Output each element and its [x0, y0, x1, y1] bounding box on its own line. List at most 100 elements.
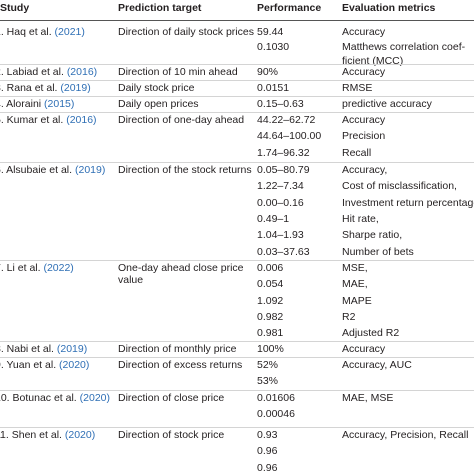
performance-value: 1.04–1.93 [257, 229, 304, 242]
performance-value: 90% [257, 66, 279, 78]
row-divider [0, 390, 474, 391]
prediction-target: Direction of close price [118, 392, 225, 404]
row-divider [0, 162, 474, 163]
row-divider [0, 96, 474, 97]
performance-value: 1.74–96.32 [257, 146, 310, 159]
performance-value: 0.01606 [257, 392, 295, 404]
evaluation-metric: Precision [342, 130, 386, 143]
column-header: Study [0, 2, 30, 14]
study-name: 7. Li et al. [0, 262, 41, 274]
citation-year[interactable]: (2019) [56, 343, 88, 355]
evaluation-metric: Accuracy, AUC [342, 359, 412, 371]
study-name: 9. Yuan et al. [0, 359, 60, 371]
evaluation-metric: Adjusted R2 [342, 327, 400, 340]
column-header: Performance [257, 2, 322, 14]
column-header: Evaluation metrics [342, 2, 436, 14]
performance-value: 53% [257, 375, 279, 388]
study-cell: 6. Alsubaie et al. (2019) [0, 164, 105, 176]
performance-value: 0.981 [257, 327, 284, 340]
performance-value: 0.96 [257, 445, 278, 458]
evaluation-metric: Accuracy [342, 26, 386, 38]
evaluation-metric: R2 [342, 310, 356, 323]
prediction-target: Direction of excess returns [118, 359, 243, 371]
performance-value: 0.0151 [257, 82, 290, 94]
performance-value: 0.054 [257, 278, 284, 291]
evaluation-metric: Accuracy [342, 114, 386, 126]
evaluation-metric: MAE, MSE [342, 392, 394, 404]
study-name: 11. Shen et al. [0, 429, 65, 441]
row-divider [0, 260, 474, 261]
row-divider [0, 80, 474, 81]
study-cell: 1. Haq et al. (2021) [0, 26, 85, 38]
evaluation-metric: Accuracy [342, 343, 386, 355]
performance-value: 0.006 [257, 262, 284, 274]
citation-year[interactable]: (2020) [59, 359, 90, 371]
prediction-target: Direction of stock price [118, 429, 225, 441]
citation-year[interactable]: (2019) [74, 164, 106, 176]
performance-value: 0.1030 [257, 40, 290, 53]
citation-year[interactable]: (2020) [64, 429, 96, 441]
study-cell: 10. Botunac et al. (2020) [0, 392, 110, 404]
study-cell: 9. Yuan et al. (2020) [0, 359, 89, 371]
evaluation-metric: Matthews correlation coef- [342, 40, 466, 53]
performance-value: 0.15–0.63 [257, 98, 304, 110]
prediction-target: Daily open prices [118, 98, 199, 110]
performance-value: 1.22–7.34 [257, 180, 304, 193]
citation-year[interactable]: (2016) [66, 114, 97, 126]
evaluation-metric: Recall [342, 146, 372, 159]
row-divider [0, 112, 474, 113]
study-cell: 8. Nabi et al. (2019) [0, 343, 87, 355]
prediction-target: value [118, 274, 144, 286]
evaluation-metric: Hit rate, [342, 212, 379, 225]
row-divider [0, 20, 474, 21]
citation-year[interactable]: (2020) [79, 392, 111, 404]
prediction-target: Direction of monthly price [118, 343, 237, 355]
performance-value: 44.64–100.00 [257, 130, 322, 143]
evaluation-metric: Accuracy, [342, 164, 388, 176]
study-cell: 5. Kumar et al. (2016) [0, 114, 97, 126]
performance-value: 52% [257, 359, 279, 371]
study-name: 3. Rana et al. [0, 82, 61, 94]
study-name: 4. Aloraini [0, 98, 42, 110]
row-divider [0, 341, 474, 342]
evaluation-metric: MAE, [342, 278, 368, 291]
citation-year[interactable]: (2021) [54, 26, 85, 38]
evaluation-metric: predictive accuracy [342, 98, 432, 110]
citation-year[interactable]: (2015) [44, 98, 75, 110]
citation-year[interactable]: (2019) [60, 82, 91, 94]
evaluation-metric: MAPE [342, 294, 372, 307]
prediction-target: Direction of the stock returns [118, 164, 252, 176]
prediction-target: Direction of 10 min ahead [118, 66, 238, 78]
study-name: 2. Labiad et al. [0, 66, 67, 78]
evaluation-metric: RMSE [342, 82, 373, 94]
prediction-target: One-day ahead close price [118, 262, 244, 274]
performance-value: 0.93 [257, 429, 278, 441]
study-name: 1. Haq et al. [0, 26, 55, 38]
citation-year[interactable]: (2016) [66, 66, 98, 78]
prediction-target: Daily stock price [118, 82, 195, 94]
prediction-target: Direction of daily stock prices [118, 26, 254, 38]
evaluation-metric: Accuracy, Precision, Recall [342, 429, 469, 441]
evaluation-metric: Investment return percentage [342, 196, 474, 209]
prediction-target: Direction of one-day ahead [118, 114, 245, 126]
performance-value: 1.092 [257, 294, 284, 307]
performance-value: 0.00–0.16 [257, 196, 304, 209]
performance-value: 0.05–80.79 [257, 164, 310, 176]
study-cell: 2. Labiad et al. (2016) [0, 66, 97, 78]
row-divider [0, 64, 474, 65]
evaluation-metric: MSE, [342, 262, 368, 274]
evaluation-metric: Number of bets [342, 245, 414, 258]
study-name: 8. Nabi et al. [0, 343, 57, 355]
citation-year[interactable]: (2022) [43, 262, 74, 274]
performance-value: 100% [257, 343, 284, 355]
performance-value: 59.44 [257, 26, 284, 38]
study-cell: 3. Rana et al. (2019) [0, 82, 91, 94]
evaluation-metric: Accuracy [342, 66, 386, 78]
column-header: Prediction target [118, 2, 202, 14]
performance-value: 0.96 [257, 461, 278, 474]
study-name: 6. Alsubaie et al. [0, 164, 75, 176]
study-cell: 11. Shen et al. (2020) [0, 429, 95, 441]
evaluation-metric: Sharpe ratio, [342, 229, 403, 242]
study-name: 10. Botunac et al. [0, 392, 80, 404]
